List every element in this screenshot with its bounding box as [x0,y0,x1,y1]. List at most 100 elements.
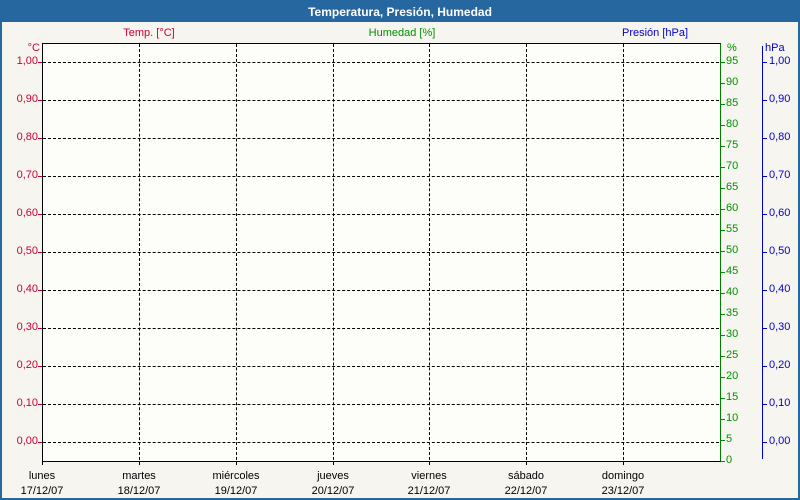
pressure-axis-tick-label: 0,20 [769,359,791,371]
x-axis-tick [42,461,43,465]
grid-vline [623,44,624,460]
day-label: lunes [28,470,56,482]
pressure-axis-title: hPa [765,42,785,54]
temp-axis-tick [38,290,42,291]
humidity-axis-tick-label: 70 [726,160,739,172]
pressure-axis-tick-label: 0,10 [769,397,791,409]
legend-pressure: Presión [hPa] [621,27,689,39]
grid-hline [43,62,719,63]
legend-humidity: Humedad [%] [368,27,436,39]
humidity-axis-tick [721,461,725,462]
humidity-axis-tick-label: 40 [726,286,739,298]
temp-axis-tick [38,62,42,63]
humidity-axis-tick-label: 80 [726,118,739,130]
grid-hline [43,176,719,177]
humidity-axis-tick-label: 60 [726,202,739,214]
humidity-axis-tick-label: 35 [726,307,739,319]
pressure-axis-tick [763,62,767,63]
grid-hline [43,290,719,291]
humidity-axis-tick [721,209,725,210]
grid-vline [236,44,237,460]
x-axis-tick [139,461,140,465]
grid-hline [43,404,719,405]
humidity-axis-tick [721,272,725,273]
legend-temperature: Temp. [°C] [123,27,175,39]
pressure-axis-tick-label: 1,00 [769,55,791,67]
date-label: 21/12/07 [407,485,451,497]
temp-axis-tick [38,176,42,177]
pressure-axis-tick [763,442,767,443]
humidity-axis-tick-label: 15 [726,391,739,403]
humidity-axis-tick-label: 75 [726,139,739,151]
humidity-axis-tick [721,356,725,357]
day-label: martes [122,470,156,482]
date-label: 22/12/07 [504,485,548,497]
humidity-axis-tick-label: 90 [726,76,739,88]
humidity-axis-tick [721,83,725,84]
x-axis-tick [333,461,334,465]
temp-axis-tick [38,214,42,215]
temp-axis-tick [38,442,42,443]
temp-axis-tick [38,404,42,405]
temp-axis-tick-label: 0,80 [16,131,38,143]
day-label: viernes [411,470,447,482]
date-label: 20/12/07 [311,485,355,497]
temp-axis-tick-label: 0,70 [16,169,38,181]
humidity-axis-tick [721,251,725,252]
temp-axis-tick [38,328,42,329]
temp-axis-tick-label: 0,40 [16,283,38,295]
grid-hline [43,442,719,443]
pressure-axis-tick-label: 0,90 [769,93,791,105]
pressure-axis-tick-label: 0,30 [769,321,791,333]
humidity-axis-tick [721,335,725,336]
pressure-axis-tick-label: 0,70 [769,169,791,181]
grid-hline [43,138,719,139]
humidity-axis-tick-label: 55 [726,223,739,235]
date-label: 19/12/07 [214,485,258,497]
humidity-axis-tick [721,146,725,147]
humidity-axis-tick [721,188,725,189]
grid-hline [43,366,719,367]
temp-axis-tick-label: 0,00 [16,435,38,447]
humidity-axis-tick-label: 25 [726,349,739,361]
pressure-axis-tick [763,404,767,405]
humidity-axis-tick [721,104,725,105]
temp-axis-tick [38,366,42,367]
pressure-axis-tick [763,100,767,101]
humidity-axis-tick-label: 5 [726,433,733,445]
humidity-axis-tick-label: 20 [726,370,739,382]
pressure-axis-tick-label: 0,00 [769,435,791,447]
temp-axis-tick-label: 0,90 [16,93,38,105]
temp-axis-tick-label: 1,00 [16,55,38,67]
pressure-axis-tick [763,252,767,253]
pressure-axis-tick [763,290,767,291]
humidity-axis-tick-label: 30 [726,328,739,340]
pressure-axis-tick-label: 0,40 [769,283,791,295]
humidity-axis-tick [721,419,725,420]
humidity-axis-tick-label: 95 [726,55,739,67]
humidity-axis-tick-label: 0 [726,454,733,466]
pressure-axis-line [762,46,763,459]
temp-axis-tick [38,100,42,101]
temp-axis-tick [38,138,42,139]
humidity-axis-tick-label: 65 [726,181,739,193]
humidity-axis-tick-label: 45 [726,265,739,277]
pressure-axis-tick [763,366,767,367]
day-label: jueves [317,470,349,482]
grid-vline [526,44,527,460]
pressure-axis-tick-label: 0,50 [769,245,791,257]
humidity-axis-tick [721,62,725,63]
x-axis-tick [623,461,624,465]
grid-hline [43,214,719,215]
humidity-axis-tick-label: 85 [726,97,739,109]
humidity-axis-tick [721,440,725,441]
humidity-axis-tick [721,377,725,378]
temp-axis-tick-label: 0,30 [16,321,38,333]
day-label: domingo [601,470,645,482]
humidity-axis-tick-label: 10 [726,412,739,424]
grid-vline [139,44,140,460]
grid-hline [43,252,719,253]
pressure-axis-tick [763,214,767,215]
temp-axis-tick-label: 0,20 [16,359,38,371]
